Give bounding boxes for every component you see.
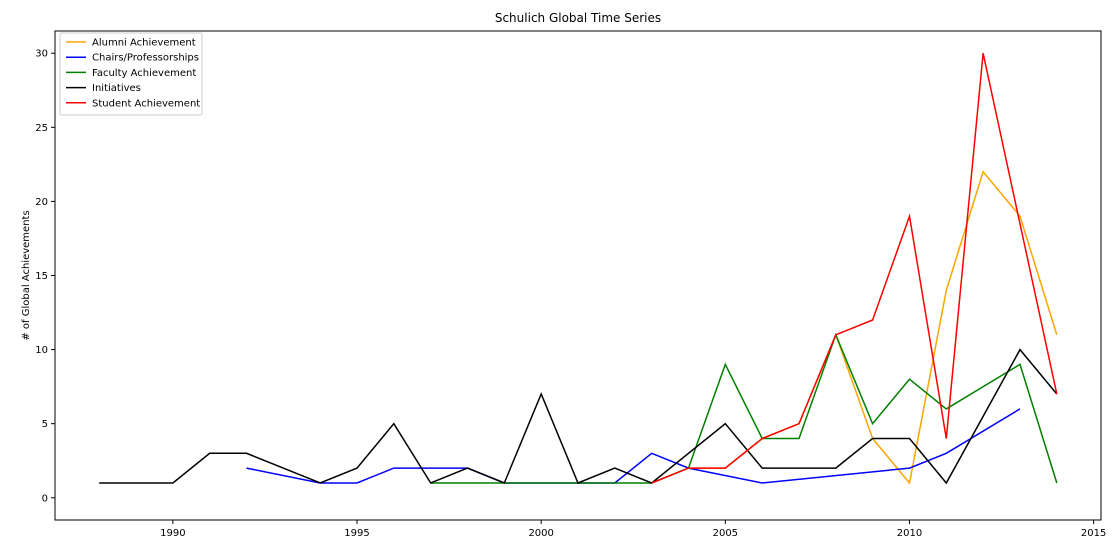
y-tick-label: 10 (35, 345, 48, 356)
legend-label-chairs-professorships: Chairs/Professorships (92, 53, 199, 64)
plot-border (54, 30, 1102, 521)
y-axis: 0 5 10 15 20 25 30 (35, 49, 55, 504)
series-line-alumni-achievement (688, 170, 1058, 485)
x-axis: 1990 1995 2000 2005 2010 2015 (160, 520, 1106, 539)
series-group (99, 53, 1058, 485)
y-tick-label: 30 (35, 49, 48, 60)
y-tick-label: 15 (35, 271, 48, 282)
series-line-faculty-achievement (430, 332, 1058, 484)
legend-label-alumni-achievement: Alumni Achievement (92, 38, 196, 49)
y-tick-label: 0 (42, 493, 48, 504)
series-line-initiatives (99, 348, 1058, 485)
chart-title: Schulich Global Time Series (495, 11, 661, 25)
y-tick-label: 20 (35, 197, 48, 208)
y-tick-label: 25 (35, 123, 48, 134)
x-tick-label: 2015 (1081, 528, 1106, 539)
y-tick-label: 5 (42, 419, 48, 430)
plot-frame (54, 30, 1102, 521)
legend-label-student-achievement: Student Achievement (92, 98, 200, 109)
x-tick-label: 2010 (897, 528, 922, 539)
x-tick-label: 2005 (713, 528, 738, 539)
legend: Alumni Achievement Chairs/Professorships F… (59, 32, 203, 116)
legend-label-initiatives: Initiatives (92, 83, 141, 94)
x-tick-label: 2000 (528, 528, 553, 539)
x-tick-label: 1990 (160, 528, 185, 539)
series-line-student-achievement (651, 53, 1058, 484)
legend-box (59, 32, 203, 116)
legend-label-faculty-achievement: Faculty Achievement (92, 68, 196, 79)
x-tick-label: 1995 (344, 528, 369, 539)
y-axis-label: # of Global Achievements (21, 210, 32, 340)
series-line-chairs-professorships (246, 408, 1021, 484)
